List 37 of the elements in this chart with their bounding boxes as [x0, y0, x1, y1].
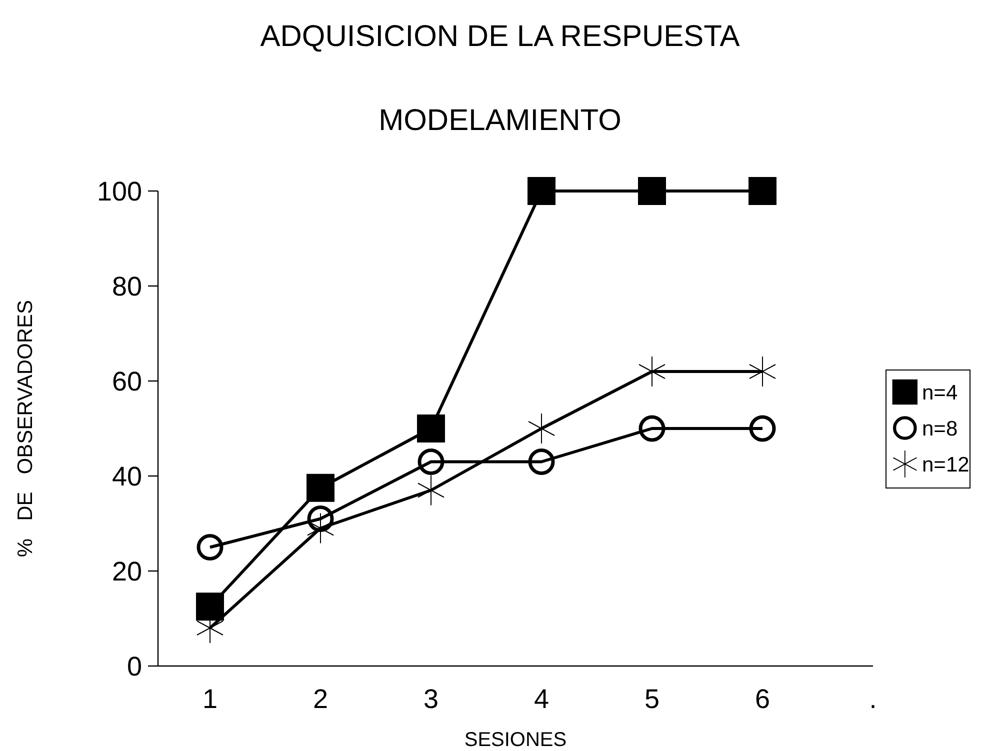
- point: [528, 177, 556, 205]
- y-tick-label: 80: [112, 271, 142, 302]
- point: [196, 534, 224, 560]
- point: [748, 177, 776, 205]
- point: [638, 415, 666, 442]
- point: [307, 506, 334, 532]
- y-tick-label: 100: [96, 176, 142, 206]
- x-axis-title: SESIONES: [464, 729, 567, 751]
- y-tick-label: 60: [112, 366, 142, 396]
- point: [528, 413, 555, 444]
- point: [638, 177, 666, 205]
- chart-subtitle: MODELAMIENTO: [378, 104, 622, 137]
- y-tick-label: 0: [126, 651, 142, 682]
- point: [417, 414, 445, 442]
- x-tick-label: .: [869, 684, 877, 714]
- point: [196, 592, 224, 621]
- point: [749, 356, 776, 387]
- x-tick-label: 1: [202, 684, 218, 714]
- legend-label: n=4: [922, 381, 958, 404]
- point: [307, 512, 334, 544]
- point: [749, 415, 776, 442]
- chart-title: ADQUISICION DE LA RESPUESTA: [260, 20, 740, 53]
- x-tick-label: 3: [423, 684, 439, 714]
- point: [528, 448, 555, 475]
- y-tick-label: 20: [112, 556, 142, 586]
- point: [306, 474, 334, 502]
- y-tick-label: 40: [112, 461, 142, 492]
- point: [418, 474, 444, 506]
- legend-label: n=8: [922, 417, 958, 440]
- x-tick-label: 2: [312, 684, 328, 714]
- legend-label: n=12: [922, 453, 970, 476]
- x-tick-label: 6: [754, 684, 770, 714]
- x-tick-label: 4: [534, 684, 550, 714]
- point: [638, 356, 666, 387]
- x-tick-label: 5: [644, 684, 660, 714]
- y-axis-title: % DE OBSERVADORES: [14, 300, 37, 558]
- point: [418, 448, 444, 475]
